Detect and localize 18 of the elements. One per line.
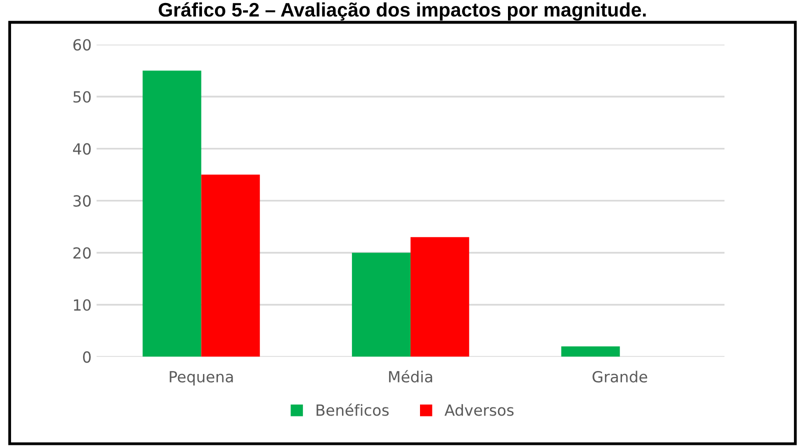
y-tick-label: 30 — [73, 195, 91, 207]
x-tick-label: Grande — [592, 370, 648, 383]
y-tick-label: 60 — [73, 39, 91, 51]
y-tick-label: 20 — [73, 247, 91, 259]
y-tick-label: 40 — [73, 143, 91, 155]
bar — [561, 346, 620, 357]
x-tick-label: Pequena — [170, 371, 233, 386]
bar — [410, 237, 470, 357]
chart-title: Gráfico 5-2 – Avaliação dos impactos por magnitude. — [158, 2, 646, 21]
y-tick-label: 0 — [83, 351, 91, 363]
legend-label: Adversos — [444, 404, 514, 416]
legend-label: Benéficos — [316, 403, 389, 416]
y-tick-label: 10 — [74, 299, 91, 311]
y-tick-label: 50 — [73, 91, 91, 103]
bar — [201, 174, 260, 357]
x-tick-label: Média — [389, 370, 432, 383]
bar — [352, 252, 411, 357]
bar — [142, 70, 202, 357]
